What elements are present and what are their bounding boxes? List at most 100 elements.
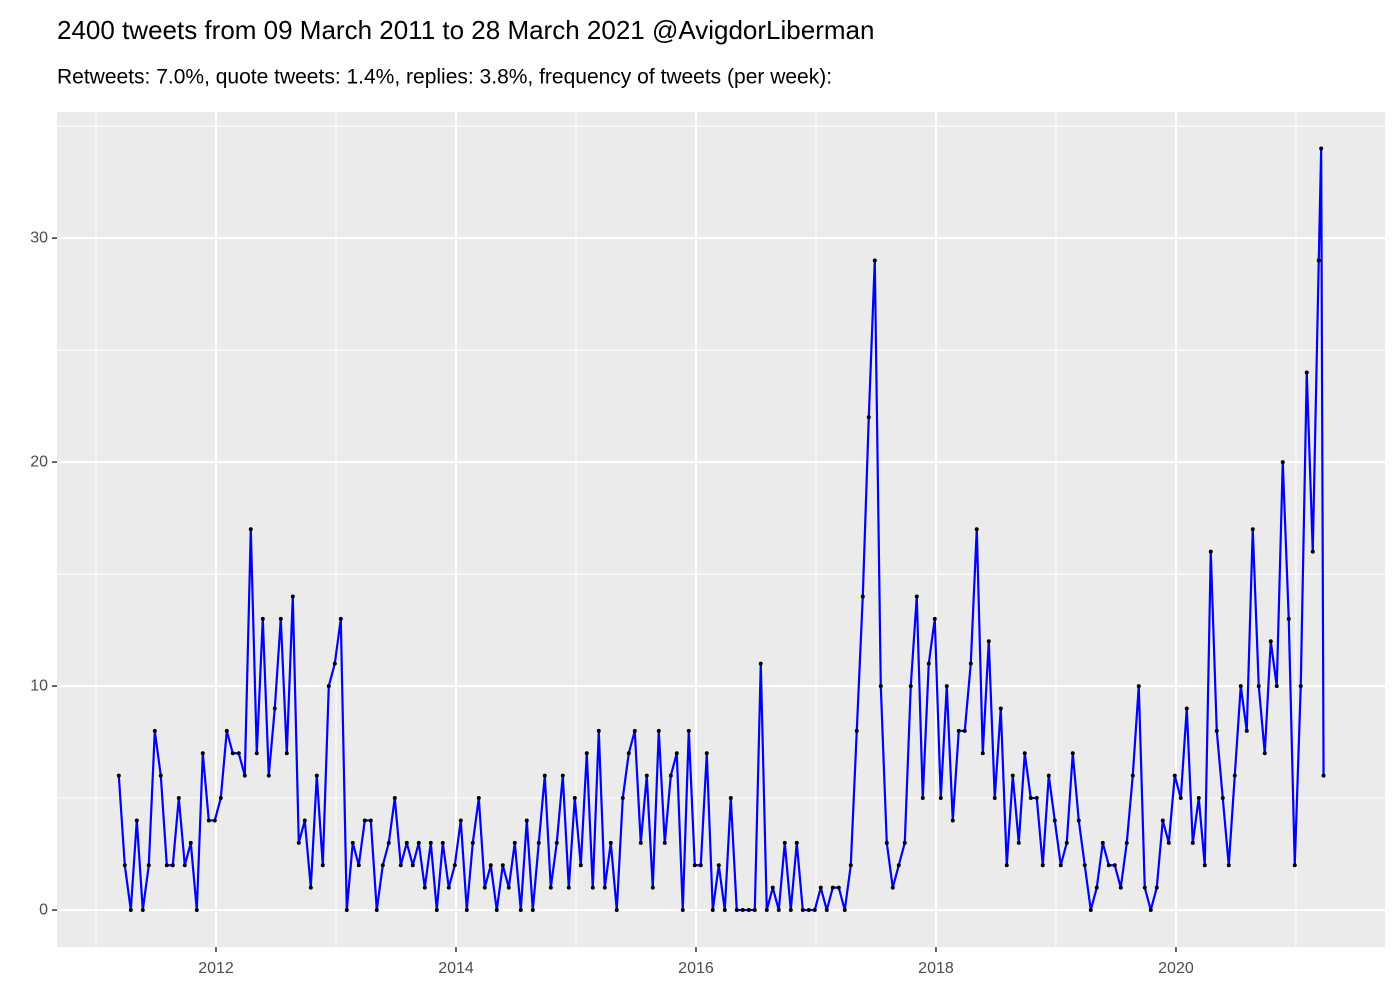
data-point bbox=[752, 908, 757, 913]
data-point bbox=[224, 728, 229, 733]
y-tick-label: 30 bbox=[30, 229, 48, 246]
data-point bbox=[1316, 258, 1321, 263]
data-point bbox=[116, 773, 121, 778]
data-point bbox=[704, 751, 709, 756]
data-point bbox=[464, 908, 469, 913]
data-point bbox=[290, 594, 295, 599]
chart-title: 2400 tweets from 09 March 2011 to 28 Mar… bbox=[57, 15, 874, 45]
data-point bbox=[368, 818, 373, 823]
data-point bbox=[158, 773, 163, 778]
data-point bbox=[1136, 684, 1141, 689]
data-point bbox=[320, 863, 325, 868]
data-point bbox=[392, 796, 397, 801]
data-point bbox=[680, 908, 685, 913]
data-point bbox=[506, 885, 511, 890]
data-point bbox=[806, 908, 811, 913]
data-point bbox=[740, 908, 745, 913]
data-point bbox=[1256, 684, 1261, 689]
data-point bbox=[1321, 773, 1326, 778]
data-point bbox=[746, 908, 751, 913]
data-point bbox=[188, 840, 193, 845]
data-point bbox=[674, 751, 679, 756]
data-point bbox=[908, 684, 913, 689]
data-point bbox=[200, 751, 205, 756]
data-point bbox=[416, 840, 421, 845]
data-point bbox=[1262, 751, 1267, 756]
data-point bbox=[764, 908, 769, 913]
data-point bbox=[356, 863, 361, 868]
data-point bbox=[890, 885, 895, 890]
x-tick-label: 2012 bbox=[198, 960, 234, 977]
data-point bbox=[650, 885, 655, 890]
data-point bbox=[164, 863, 169, 868]
data-point bbox=[1226, 863, 1231, 868]
data-point bbox=[236, 751, 241, 756]
data-point bbox=[410, 863, 415, 868]
data-point bbox=[1088, 908, 1093, 913]
data-point bbox=[758, 661, 763, 666]
data-point bbox=[998, 706, 1003, 711]
data-point bbox=[644, 773, 649, 778]
data-point bbox=[422, 885, 427, 890]
data-point bbox=[818, 885, 823, 890]
data-point bbox=[542, 773, 547, 778]
x-tick-label: 2014 bbox=[438, 960, 474, 977]
data-point bbox=[146, 863, 151, 868]
data-point bbox=[242, 773, 247, 778]
data-point bbox=[668, 773, 673, 778]
data-point bbox=[386, 840, 391, 845]
data-point bbox=[1202, 863, 1207, 868]
data-point bbox=[1319, 146, 1324, 151]
data-point bbox=[230, 751, 235, 756]
data-point bbox=[854, 728, 859, 733]
data-point bbox=[614, 908, 619, 913]
data-point bbox=[530, 908, 535, 913]
data-point bbox=[1154, 885, 1159, 890]
data-point bbox=[590, 885, 595, 890]
data-point bbox=[896, 863, 901, 868]
data-point bbox=[1124, 840, 1129, 845]
data-point bbox=[794, 840, 799, 845]
data-point bbox=[812, 908, 817, 913]
data-point bbox=[446, 885, 451, 890]
data-point bbox=[938, 796, 943, 801]
data-point bbox=[554, 840, 559, 845]
data-point bbox=[866, 415, 871, 420]
data-point bbox=[500, 863, 505, 868]
data-point bbox=[434, 908, 439, 913]
data-point bbox=[518, 908, 523, 913]
data-point bbox=[1004, 863, 1009, 868]
data-point bbox=[824, 908, 829, 913]
data-point bbox=[956, 728, 961, 733]
y-tick-label: 20 bbox=[30, 453, 48, 470]
data-point bbox=[278, 616, 283, 621]
data-point bbox=[968, 661, 973, 666]
data-point bbox=[122, 863, 127, 868]
y-tick-label: 0 bbox=[39, 901, 48, 918]
data-point bbox=[980, 751, 985, 756]
plot-background bbox=[57, 112, 1385, 947]
data-point bbox=[266, 773, 271, 778]
data-point bbox=[428, 840, 433, 845]
data-point bbox=[932, 616, 937, 621]
data-point bbox=[878, 684, 883, 689]
data-point bbox=[848, 863, 853, 868]
data-point bbox=[1232, 773, 1237, 778]
data-point bbox=[212, 818, 217, 823]
data-point bbox=[1178, 796, 1183, 801]
data-point bbox=[476, 796, 481, 801]
data-point bbox=[1040, 863, 1045, 868]
data-point bbox=[284, 751, 289, 756]
data-point bbox=[494, 908, 499, 913]
data-point bbox=[1058, 863, 1063, 868]
data-point bbox=[722, 908, 727, 913]
data-point bbox=[260, 616, 265, 621]
data-point bbox=[1070, 751, 1075, 756]
data-point bbox=[134, 818, 139, 823]
data-point bbox=[1028, 796, 1033, 801]
data-point bbox=[218, 796, 223, 801]
data-point bbox=[836, 885, 841, 890]
data-point bbox=[1250, 527, 1255, 532]
data-point bbox=[302, 818, 307, 823]
data-point bbox=[440, 840, 445, 845]
